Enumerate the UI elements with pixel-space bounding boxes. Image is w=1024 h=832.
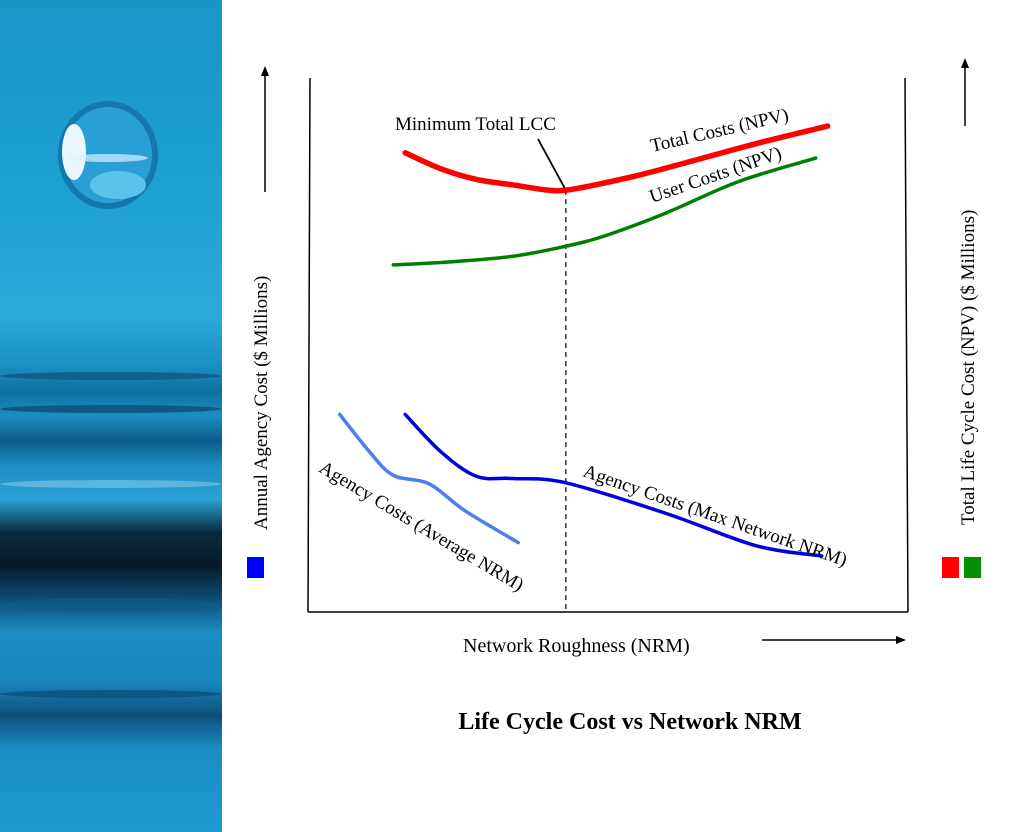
left-axis-line	[307, 77, 311, 613]
x-axis-label: Network Roughness (NRM)	[463, 635, 690, 657]
chart-title: Life Cycle Cost vs Network NRM	[458, 709, 801, 735]
right-axis-line	[904, 77, 909, 613]
total-costs-line	[402, 123, 831, 194]
water-ripple	[0, 480, 222, 488]
agency-costs-average-nrm-line	[338, 412, 520, 545]
water-ripple	[0, 372, 222, 380]
total-costs-legend-marker	[942, 557, 959, 578]
agency-costs-max-nrm-line	[403, 412, 824, 558]
user-costs-legend-marker	[964, 557, 981, 578]
water-droplet-image	[58, 101, 158, 209]
user-costs-line	[391, 156, 818, 267]
minimum-lcc-annotation: Minimum Total LCC	[395, 114, 556, 135]
water-ripple	[0, 405, 222, 413]
agency-cost-legend-marker	[247, 557, 264, 578]
agency-costs-max-nrm-label: Agency Costs (Max Network NRM)	[580, 461, 849, 571]
right-y-axis-label: Total Life Cycle Cost (NPV) ($ Millions)	[958, 210, 979, 525]
left-axis-arrow	[261, 66, 269, 192]
water-ripple	[0, 598, 222, 612]
left-y-axis-label: Annual Agency Cost ($ Millions)	[251, 276, 272, 530]
water-ripple	[0, 690, 222, 698]
x-axis-arrow	[762, 636, 906, 644]
right-axis-arrow	[961, 58, 969, 126]
minimum-lcc-pointer	[537, 138, 567, 191]
